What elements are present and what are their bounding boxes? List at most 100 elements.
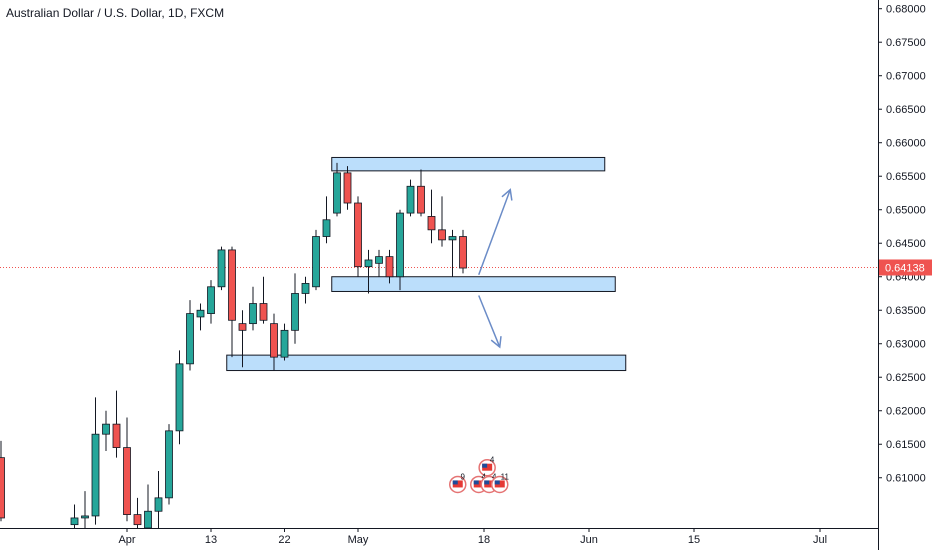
candle-body	[207, 286, 215, 314]
event-badge[interactable]: 11	[491, 472, 510, 494]
candle[interactable]	[364, 249, 373, 294]
candle-body	[217, 249, 226, 288]
arrow-shaft	[478, 189, 511, 275]
candle[interactable]	[312, 229, 320, 291]
price-tick-label: 0.63000	[886, 339, 926, 351]
price-tick-label: 0.66000	[886, 138, 926, 150]
candle[interactable]	[186, 300, 194, 371]
candle[interactable]	[354, 196, 362, 277]
event-count: 9	[461, 472, 466, 481]
candle[interactable]	[385, 249, 394, 284]
candle-body	[312, 236, 320, 288]
candle-body	[448, 236, 457, 241]
projection-arrow-2[interactable]	[478, 295, 502, 349]
event-count: 11	[501, 472, 510, 481]
candle-body	[427, 216, 436, 231]
candle[interactable]	[217, 246, 226, 291]
candle[interactable]	[333, 162, 341, 217]
price-tick-label: 0.68000	[886, 4, 926, 16]
candle[interactable]	[270, 313, 278, 371]
candle[interactable]	[406, 179, 415, 217]
price-tick-label: 0.61000	[886, 473, 926, 485]
candle[interactable]	[91, 397, 100, 525]
candle[interactable]	[343, 166, 352, 210]
candle-body	[322, 219, 331, 237]
candle[interactable]	[133, 497, 142, 532]
candle-body	[186, 313, 194, 365]
candle-body	[396, 212, 404, 278]
price-tick-label: 0.61500	[886, 439, 926, 451]
candle[interactable]	[249, 286, 257, 331]
candle[interactable]	[427, 189, 436, 244]
candle[interactable]	[123, 417, 131, 522]
candle[interactable]	[280, 323, 289, 361]
candle[interactable]	[175, 350, 184, 445]
candle-body	[438, 229, 446, 241]
candle[interactable]	[207, 280, 215, 324]
event-badge[interactable]: 4	[478, 456, 496, 477]
zone-rect-1[interactable]	[331, 156, 606, 172]
candle[interactable]	[291, 273, 299, 344]
candle[interactable]	[112, 390, 121, 458]
event-count: 4	[490, 456, 495, 465]
candle[interactable]	[0, 440, 5, 522]
price-tick-label: 0.62500	[886, 372, 926, 384]
candle[interactable]	[438, 196, 446, 247]
candle[interactable]	[375, 249, 383, 277]
candle[interactable]	[322, 196, 331, 244]
candle[interactable]	[165, 424, 173, 505]
candle-body	[154, 497, 163, 512]
candle-body	[133, 514, 142, 526]
time-tick-label: 18	[478, 534, 490, 546]
time-axis-bg	[0, 528, 932, 550]
candle[interactable]	[196, 303, 205, 331]
candle-body	[343, 172, 352, 204]
candle[interactable]	[301, 276, 310, 304]
candle[interactable]	[81, 491, 89, 532]
flag-canton	[452, 480, 458, 485]
price-tick-label: 0.62000	[886, 406, 926, 418]
zone-rect-2[interactable]	[331, 276, 616, 292]
candle[interactable]	[259, 276, 268, 324]
candle[interactable]	[102, 410, 110, 451]
current-price-label: 0.64138	[885, 262, 925, 274]
candle-body	[364, 259, 373, 268]
candle[interactable]	[459, 229, 467, 274]
flag-canton	[494, 480, 500, 485]
candle-body	[123, 447, 131, 515]
candle[interactable]	[144, 484, 152, 532]
candle[interactable]	[396, 209, 404, 291]
candle[interactable]	[417, 169, 425, 217]
candle-body	[144, 510, 152, 529]
event-count: 4	[482, 472, 487, 481]
candle-body	[375, 256, 383, 264]
candle-body	[81, 515, 89, 519]
candle[interactable]	[228, 246, 236, 358]
price-tick-label: 0.67500	[886, 37, 926, 49]
zone-rect-3[interactable]	[226, 354, 627, 372]
time-tick-label: May	[348, 534, 369, 546]
candle[interactable]	[238, 310, 247, 368]
projection-arrow-1[interactable]	[478, 188, 513, 275]
candle-body	[228, 249, 236, 321]
candle[interactable]	[448, 229, 457, 277]
candle-body	[112, 423, 121, 448]
candle-body	[196, 309, 205, 318]
price-tick-label: 0.63500	[886, 305, 926, 317]
candle-body	[333, 172, 341, 214]
candle-body	[70, 517, 79, 526]
flag-canton	[484, 480, 490, 485]
candle-body	[238, 323, 247, 331]
time-tick-label: Jun	[580, 534, 598, 546]
price-tick-label: 0.65500	[886, 171, 926, 183]
time-tick-label: 13	[205, 534, 217, 546]
price-tick-label: 0.67000	[886, 71, 926, 83]
price-tick-label: 0.64500	[886, 238, 926, 250]
candle[interactable]	[154, 471, 163, 532]
candle-body	[406, 185, 415, 214]
arrow-head	[490, 336, 502, 349]
price-tick-label: 0.65000	[886, 205, 926, 217]
event-badge[interactable]: 9	[449, 472, 467, 494]
